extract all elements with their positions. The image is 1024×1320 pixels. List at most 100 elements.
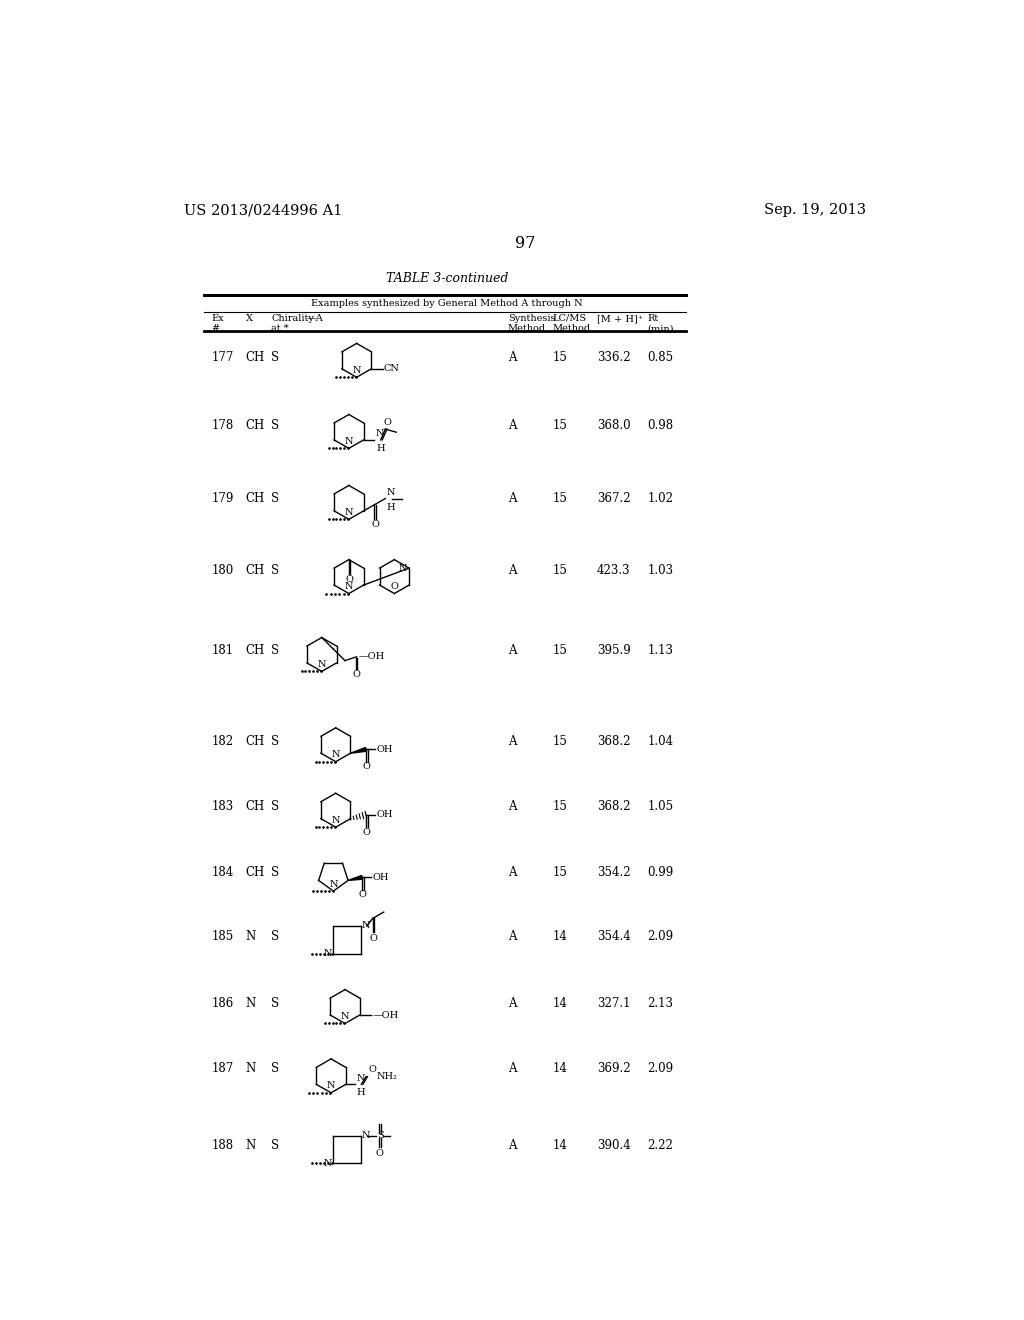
Text: S: S xyxy=(271,1139,280,1152)
Text: 2.22: 2.22 xyxy=(647,1139,673,1152)
Text: 2.09: 2.09 xyxy=(647,931,674,942)
Text: Ex
#: Ex # xyxy=(212,314,224,334)
Text: LC/MS
Method: LC/MS Method xyxy=(553,314,591,334)
Text: O: O xyxy=(346,576,353,583)
Text: S: S xyxy=(271,1063,280,1074)
Text: O: O xyxy=(352,669,360,678)
Text: 186: 186 xyxy=(212,997,233,1010)
Text: 187: 187 xyxy=(212,1063,233,1074)
Text: A: A xyxy=(508,351,516,363)
Text: N: N xyxy=(398,564,407,573)
Text: N: N xyxy=(246,1063,256,1074)
Text: 2.09: 2.09 xyxy=(647,1063,674,1074)
Text: 184: 184 xyxy=(212,866,233,879)
Polygon shape xyxy=(350,747,367,754)
Text: N: N xyxy=(329,879,338,888)
Text: [M + H]⁺: [M + H]⁺ xyxy=(597,314,643,323)
Text: N: N xyxy=(246,1139,256,1152)
Text: —A: —A xyxy=(306,314,323,323)
Text: 182: 182 xyxy=(212,735,233,748)
Text: 0.98: 0.98 xyxy=(647,418,674,432)
Text: N: N xyxy=(345,437,353,446)
Text: N: N xyxy=(332,816,340,825)
Text: 1.03: 1.03 xyxy=(647,565,674,577)
Text: N: N xyxy=(324,949,332,958)
Text: N: N xyxy=(317,660,326,669)
Text: S: S xyxy=(271,931,280,942)
Text: A: A xyxy=(508,1139,516,1152)
Text: 15: 15 xyxy=(553,492,567,506)
Text: N: N xyxy=(345,582,353,591)
Text: O: O xyxy=(362,763,371,771)
Text: CH: CH xyxy=(246,735,265,748)
Text: N: N xyxy=(362,921,371,931)
Text: S: S xyxy=(271,644,280,656)
Text: A: A xyxy=(508,931,516,942)
Text: OH: OH xyxy=(377,744,393,754)
Text: —OH: —OH xyxy=(372,1011,398,1019)
Text: O: O xyxy=(369,1065,376,1074)
Text: A: A xyxy=(508,565,516,577)
Text: N: N xyxy=(352,366,360,375)
Text: 423.3: 423.3 xyxy=(597,565,631,577)
Text: Rt
(min): Rt (min) xyxy=(647,314,674,334)
Text: 14: 14 xyxy=(553,997,567,1010)
Text: 1.13: 1.13 xyxy=(647,644,673,656)
Text: CN: CN xyxy=(384,364,399,374)
Text: Sep. 19, 2013: Sep. 19, 2013 xyxy=(764,203,866,216)
Text: Synthesis
Method: Synthesis Method xyxy=(508,314,555,334)
Text: 97: 97 xyxy=(514,235,536,252)
Text: Examples synthesized by General Method A through N: Examples synthesized by General Method A… xyxy=(311,298,583,308)
Text: 185: 185 xyxy=(212,931,233,942)
Text: TABLE 3-continued: TABLE 3-continued xyxy=(386,272,509,285)
Text: A: A xyxy=(508,800,516,813)
Text: 15: 15 xyxy=(553,351,567,363)
Text: A: A xyxy=(508,735,516,748)
Text: 354.4: 354.4 xyxy=(597,931,631,942)
Text: 2.13: 2.13 xyxy=(647,997,673,1010)
Text: O: O xyxy=(376,1148,384,1158)
Text: A: A xyxy=(508,418,516,432)
Text: N: N xyxy=(327,1081,335,1090)
Text: N: N xyxy=(246,997,256,1010)
Text: CH: CH xyxy=(246,644,265,656)
Text: N: N xyxy=(332,750,340,759)
Text: N: N xyxy=(341,1012,349,1022)
Text: O: O xyxy=(358,891,367,899)
Text: H: H xyxy=(356,1088,366,1097)
Text: H: H xyxy=(376,444,385,453)
Text: 368.2: 368.2 xyxy=(597,800,631,813)
Text: O: O xyxy=(384,418,391,426)
Text: S: S xyxy=(271,997,280,1010)
Text: O: O xyxy=(390,582,398,591)
Text: 15: 15 xyxy=(553,800,567,813)
Text: 369.2: 369.2 xyxy=(597,1063,631,1074)
Text: N: N xyxy=(356,1073,366,1082)
Text: 1.02: 1.02 xyxy=(647,492,673,506)
Text: CH: CH xyxy=(246,418,265,432)
Text: 15: 15 xyxy=(553,644,567,656)
Text: OH: OH xyxy=(377,810,393,820)
Text: A: A xyxy=(508,866,516,879)
Text: S: S xyxy=(378,1131,384,1140)
Text: 15: 15 xyxy=(553,866,567,879)
Text: 179: 179 xyxy=(212,492,234,506)
Text: A: A xyxy=(508,1063,516,1074)
Text: OH: OH xyxy=(373,873,389,882)
Text: 15: 15 xyxy=(553,735,567,748)
Text: O: O xyxy=(362,828,371,837)
Text: 0.85: 0.85 xyxy=(647,351,674,363)
Text: S: S xyxy=(271,492,280,506)
Text: 14: 14 xyxy=(553,1139,567,1152)
Text: —OH: —OH xyxy=(358,652,384,661)
Text: H: H xyxy=(387,503,395,512)
Text: Chirality
at *: Chirality at * xyxy=(271,314,314,334)
Text: A: A xyxy=(508,997,516,1010)
Text: 1.05: 1.05 xyxy=(647,800,674,813)
Text: N: N xyxy=(376,429,385,438)
Text: NH₂: NH₂ xyxy=(377,1072,397,1081)
Text: S: S xyxy=(271,418,280,432)
Text: S: S xyxy=(271,800,280,813)
Text: N: N xyxy=(387,488,395,498)
Text: N: N xyxy=(362,1131,371,1140)
